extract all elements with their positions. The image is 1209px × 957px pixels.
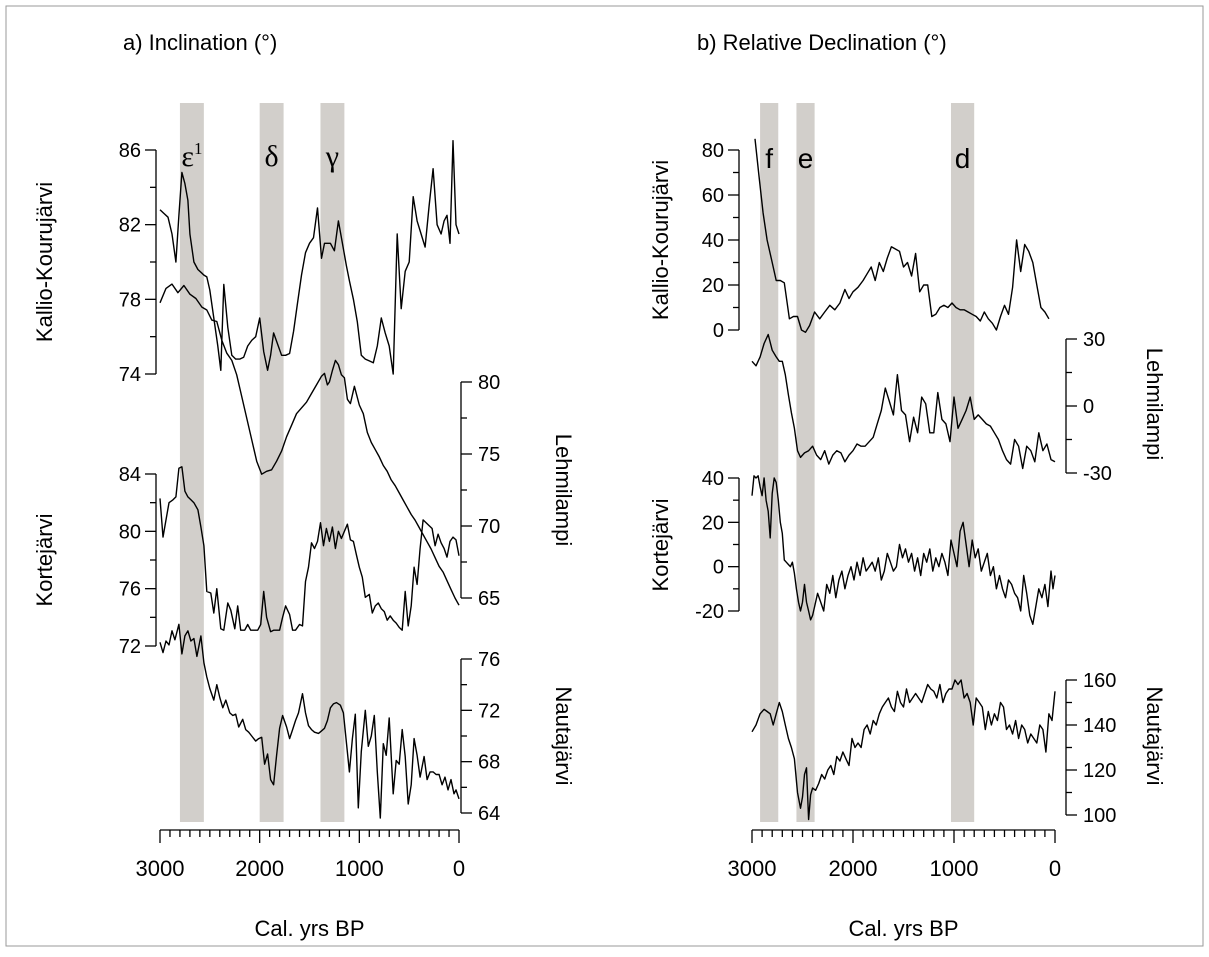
y-tick-label: 120 <box>1083 760 1116 782</box>
x-axis-title: Cal. yrs BP <box>848 916 958 941</box>
series-line <box>751 475 1056 625</box>
y-tick-label: 40 <box>702 230 724 252</box>
shaded-band <box>320 103 345 822</box>
series-line <box>751 679 1056 821</box>
y-tick-label: 76 <box>478 649 500 671</box>
y-tick-label: 0 <box>713 320 724 342</box>
y-tick-label: 30 <box>1083 329 1105 351</box>
figure-frame <box>5 5 1204 947</box>
y-tick-label: 78 <box>119 289 141 311</box>
band-label: δ <box>265 140 279 173</box>
band-label: d <box>955 143 971 174</box>
y-tick-label: 100 <box>1083 805 1116 827</box>
series-axis-title: Kortejärvi <box>32 514 57 607</box>
y-tick-label: 84 <box>119 464 141 486</box>
series-axis-title: Kallio-Kourujärvi <box>32 182 57 342</box>
series-axis-title: Nautajärvi <box>551 686 576 785</box>
y-tick-label: 40 <box>702 468 724 490</box>
series-line <box>751 333 1056 470</box>
y-tick-label: 76 <box>119 579 141 601</box>
declination-panel: f e d 80 60 40 20 0 Kallio-Kourujärvi 30 0 -30 Lehmi… <box>648 30 1167 941</box>
series-line <box>159 140 460 375</box>
y-tick-label: 72 <box>119 636 141 658</box>
y-tick-label: 160 <box>1083 670 1116 692</box>
series-line <box>159 623 460 819</box>
y-tick-label: 65 <box>478 588 500 610</box>
x-tick-label: 1000 <box>930 856 979 881</box>
band-label: e <box>798 143 814 174</box>
x-tick-label: 2000 <box>829 856 878 881</box>
x-tick-label: 1000 <box>335 856 384 881</box>
shaded-band <box>179 103 204 822</box>
shaded-band <box>259 103 284 822</box>
band-label: f <box>765 143 773 174</box>
y-tick-label: 140 <box>1083 715 1116 737</box>
series-axis-title: Lehmilampi <box>551 434 576 547</box>
inclination-panel: ε1 δ γ86827874Kallio-Kourujärvi80757065Leh… <box>32 30 576 941</box>
y-tick-label: 72 <box>478 700 500 722</box>
y-tick-label: 80 <box>119 521 141 543</box>
y-tick-label: 82 <box>119 215 141 237</box>
y-tick-label: 74 <box>119 364 141 386</box>
shaded-band <box>760 103 779 822</box>
series-axis-title: Nautajärvi <box>1142 686 1167 785</box>
y-tick-label: 68 <box>478 752 500 774</box>
x-tick-label: 3000 <box>728 856 777 881</box>
y-tick-label: 60 <box>702 185 724 207</box>
y-tick-label: 80 <box>702 140 724 162</box>
series-line <box>159 466 460 633</box>
y-tick-label: 64 <box>478 803 500 825</box>
y-tick-label: -30 <box>1083 463 1112 485</box>
y-tick-label: 75 <box>478 444 500 466</box>
band-label: γ <box>325 140 339 173</box>
y-tick-label: 0 <box>1083 396 1094 418</box>
x-axis-title: Cal. yrs BP <box>254 916 364 941</box>
y-tick-label: 0 <box>713 557 724 579</box>
x-tick-label: 2000 <box>235 856 284 881</box>
panel-title: b) Relative Declination (°) <box>697 30 947 55</box>
band-label-superscript: 1 <box>194 139 203 158</box>
series-axis-title: Kallio-Kourujärvi <box>648 160 673 320</box>
series-line <box>754 138 1050 333</box>
shaded-band <box>796 103 815 822</box>
shaded-band <box>950 103 975 822</box>
series-line <box>159 283 460 606</box>
panel-title: a) Inclination (°) <box>123 30 277 55</box>
x-tick-label: 3000 <box>136 856 185 881</box>
y-tick-label: 20 <box>702 512 724 534</box>
y-tick-label: 20 <box>702 275 724 297</box>
y-tick-label: 80 <box>478 372 500 394</box>
x-tick-label: 0 <box>453 856 465 881</box>
x-tick-label: 0 <box>1049 856 1061 881</box>
y-tick-label: 86 <box>119 140 141 162</box>
y-tick-label: -20 <box>695 601 724 623</box>
series-axis-title: Lehmilampi <box>1142 348 1167 461</box>
y-tick-label: 70 <box>478 516 500 538</box>
series-axis-title: Kortejärvi <box>648 499 673 592</box>
